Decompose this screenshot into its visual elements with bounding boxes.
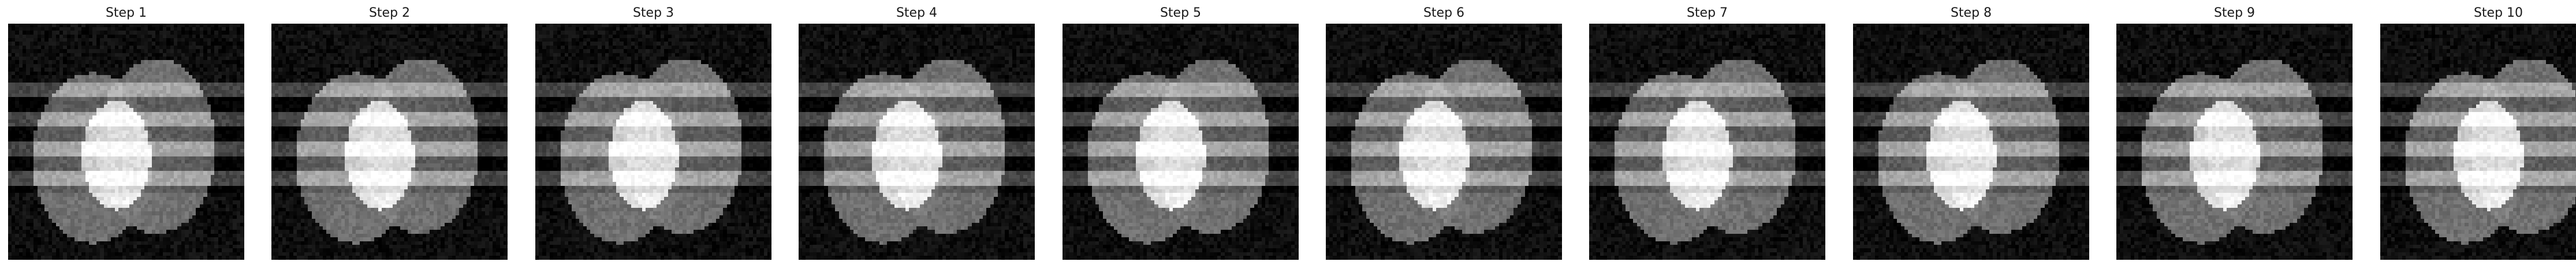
phantom-image	[535, 24, 771, 260]
panel-title: Step 5	[1063, 7, 1299, 20]
panel-step-4: Step 4	[799, 0, 1035, 265]
panel-title: Step 2	[271, 7, 508, 20]
panel-step-3: Step 3	[535, 0, 771, 265]
phantom-image	[1853, 24, 2089, 260]
panel-step-1: Step 1	[8, 0, 244, 265]
phantom-image	[271, 24, 508, 260]
panel-step-2: Step 2	[271, 0, 508, 265]
panel-step-8: Step 8	[1853, 0, 2089, 265]
phantom-image	[2116, 24, 2353, 260]
panel-step-9: Step 9	[2116, 0, 2353, 265]
panel-title: Step 10	[2380, 7, 2576, 20]
panel-step-6: Step 6	[1326, 0, 1562, 265]
phantom-image	[1326, 24, 1562, 260]
panel-title: Step 6	[1326, 7, 1562, 20]
phantom-image	[8, 24, 244, 260]
panel-title: Step 9	[2116, 7, 2353, 20]
panel-title: Step 7	[1589, 7, 1825, 20]
panel-title: Step 3	[535, 7, 771, 20]
phantom-image	[2380, 24, 2576, 260]
phantom-image	[1589, 24, 1825, 260]
panel-title: Step 4	[799, 7, 1035, 20]
panel-title: Step 8	[1853, 7, 2089, 20]
panel-step-10: Step 10	[2380, 0, 2576, 265]
panel-step-5: Step 5	[1063, 0, 1299, 265]
phantom-image	[799, 24, 1035, 260]
phantom-image	[1063, 24, 1299, 260]
panel-step-7: Step 7	[1589, 0, 1825, 265]
panel-title: Step 1	[8, 7, 244, 20]
